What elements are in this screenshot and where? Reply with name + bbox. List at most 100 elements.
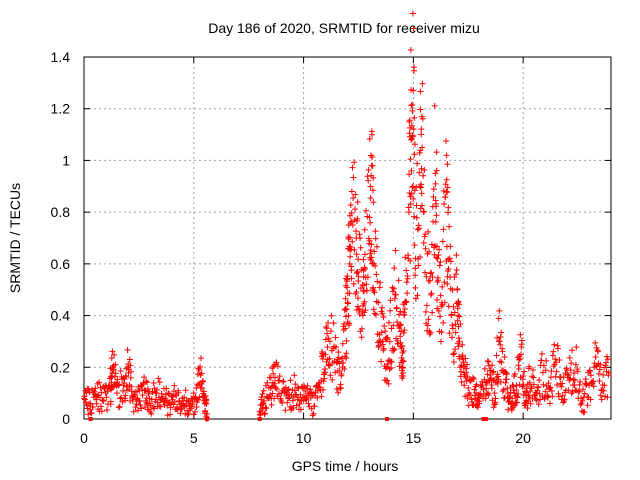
data-point	[411, 242, 418, 249]
data-point	[541, 395, 548, 402]
data-point	[335, 349, 342, 356]
data-point	[182, 387, 189, 394]
data-point	[508, 407, 515, 414]
data-point	[132, 404, 139, 411]
data-point	[115, 404, 122, 411]
data-point	[421, 269, 428, 276]
data-point	[276, 373, 283, 380]
data-point	[495, 315, 502, 322]
data-point	[202, 407, 209, 414]
data-point	[594, 348, 601, 355]
data-point	[419, 202, 426, 209]
data-point	[287, 377, 294, 384]
data-point	[567, 375, 574, 382]
data-point	[559, 392, 566, 399]
data-point	[469, 374, 476, 381]
data-point	[108, 355, 115, 362]
data-point	[595, 370, 602, 377]
data-point	[382, 328, 389, 335]
data-point	[414, 292, 421, 299]
data-point	[587, 372, 594, 379]
data-point	[568, 390, 575, 397]
data-point	[98, 408, 105, 415]
data-point	[418, 165, 425, 172]
data-point	[371, 248, 378, 255]
data-point	[289, 397, 296, 404]
data-point	[265, 384, 272, 391]
data-point	[517, 355, 524, 362]
data-point	[442, 194, 449, 201]
data-point	[341, 320, 348, 327]
data-point	[566, 354, 573, 361]
data-point	[366, 237, 373, 244]
data-point	[397, 328, 404, 335]
data-point	[321, 369, 328, 376]
data-point	[320, 352, 327, 359]
data-point	[551, 361, 558, 368]
data-point	[412, 272, 419, 279]
data-point	[373, 243, 380, 250]
data-point	[167, 411, 174, 418]
data-point	[371, 289, 378, 296]
data-point	[527, 388, 534, 395]
data-point	[415, 262, 422, 269]
data-point	[417, 205, 424, 212]
data-point	[366, 136, 373, 143]
data-point	[496, 338, 503, 345]
data-point	[364, 274, 371, 281]
data-point	[400, 372, 407, 379]
data-point	[411, 141, 418, 148]
data-point	[414, 160, 421, 167]
data-point	[436, 262, 443, 269]
data-point	[390, 285, 397, 292]
data-point	[155, 375, 162, 382]
grid-lines	[84, 57, 611, 419]
data-point	[429, 274, 436, 281]
data-point	[398, 354, 405, 361]
data-point	[200, 388, 207, 395]
data-point	[470, 376, 477, 383]
x-tick-label: 15	[406, 430, 422, 446]
data-point	[496, 358, 503, 365]
data-point	[380, 345, 387, 352]
data-point	[394, 319, 401, 326]
data-point	[600, 371, 607, 378]
data-point	[116, 403, 123, 410]
data-point	[552, 373, 559, 380]
data-point	[421, 233, 428, 240]
data-point	[355, 278, 362, 285]
data-point	[117, 368, 124, 375]
data-point	[386, 338, 393, 345]
data-point	[449, 322, 456, 329]
data-point	[459, 356, 466, 363]
data-point	[107, 398, 114, 405]
data-point	[347, 202, 354, 209]
data-point	[417, 106, 424, 113]
data-point	[459, 341, 466, 348]
data-point	[443, 176, 450, 183]
data-point	[454, 285, 461, 292]
data-point	[418, 190, 425, 197]
data-point	[322, 369, 329, 376]
data-point	[425, 228, 432, 235]
data-point	[127, 374, 134, 381]
data-point	[372, 228, 379, 235]
data-point	[519, 383, 526, 390]
data-point	[449, 287, 456, 294]
data-point	[412, 295, 419, 302]
data-point	[433, 212, 440, 219]
data-point	[416, 149, 423, 156]
data-point	[369, 162, 376, 169]
data-point	[83, 389, 90, 396]
data-point	[109, 366, 116, 373]
data-point	[547, 374, 554, 381]
data-point	[516, 353, 523, 360]
data-point	[604, 394, 611, 401]
data-point	[324, 344, 331, 351]
data-point	[348, 209, 355, 216]
data-point	[560, 399, 567, 406]
data-point	[458, 378, 465, 385]
data-point	[362, 307, 369, 314]
data-point	[257, 409, 264, 416]
data-point	[153, 386, 160, 393]
